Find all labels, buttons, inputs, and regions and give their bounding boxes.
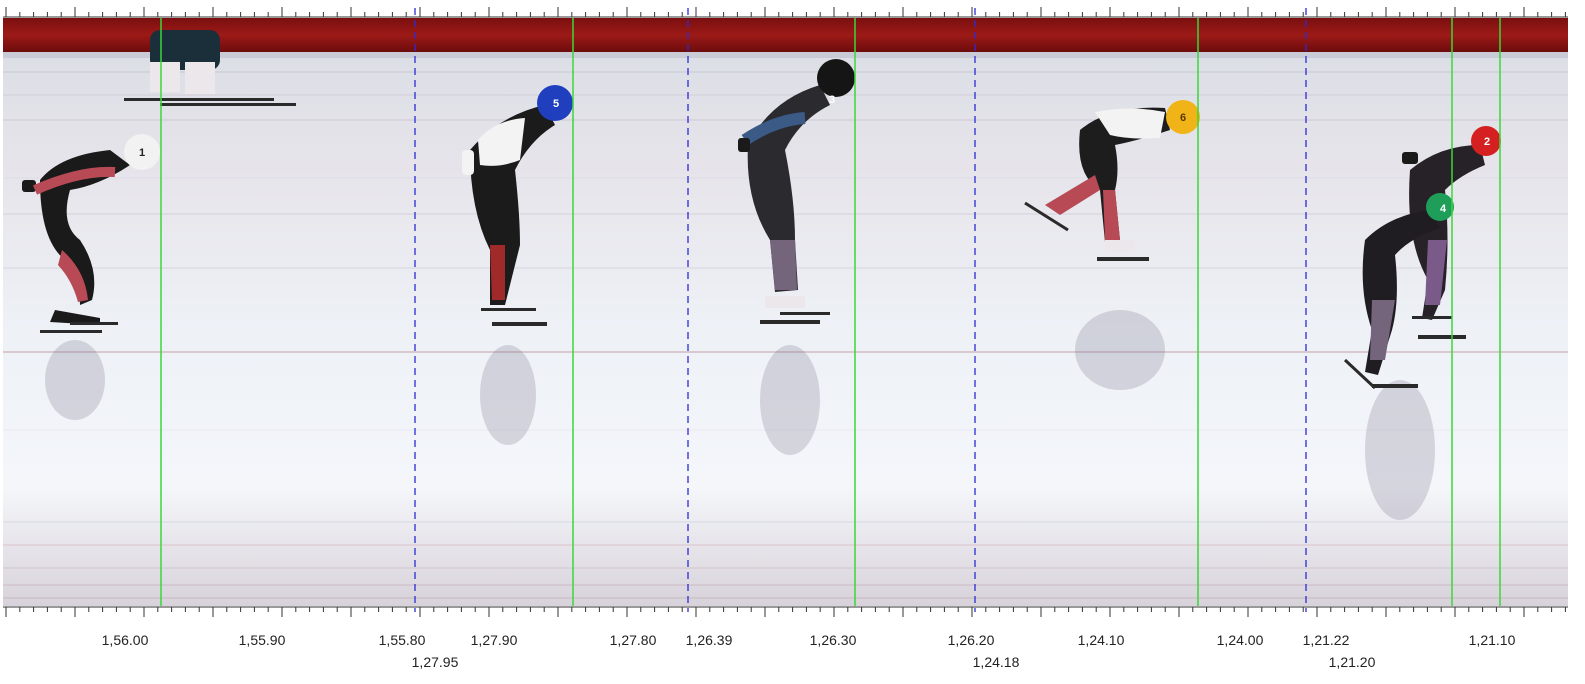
skaters: 1 5 3 (22, 59, 1501, 390)
skater-reflections (45, 310, 1435, 520)
skater-2-number: 2 (1484, 136, 1490, 148)
top-ruler (3, 7, 1568, 18)
time-label: 1,27.80 (610, 632, 657, 648)
skater-4-helmet (1426, 193, 1454, 221)
skater-4: 4 (1343, 193, 1454, 390)
time-label: 1,26.39 (686, 632, 733, 648)
segment-start-label: 1,21.20 (1329, 654, 1376, 670)
time-label: 1,55.90 (239, 632, 286, 648)
background-skater (124, 30, 296, 106)
skater-3: 3 (738, 59, 855, 324)
skater-4-number: 4 (1440, 203, 1447, 215)
time-label: 1,56.00 (102, 632, 149, 648)
time-label: 1,55.80 (379, 632, 426, 648)
skater-5-helmet (537, 85, 573, 121)
time-label: 1,24.00 (1217, 632, 1264, 648)
bottom-ruler (3, 606, 1568, 617)
skater-6-helmet (1166, 100, 1200, 134)
skater-6: 6 (1024, 100, 1200, 261)
skater-2-helmet (1471, 126, 1501, 156)
segment-start-label: 1,24.18 (973, 654, 1020, 670)
finish-lines (160, 18, 1501, 606)
skater-1-number: 1 (139, 147, 145, 159)
time-label: 1,26.20 (948, 632, 995, 648)
rink-board-edge (3, 52, 1568, 58)
skater-3-number: 3 (829, 94, 835, 106)
timeline-labels: 1,56.00 1,55.90 1,55.80 1,27.90 1,27.80 … (102, 632, 1516, 670)
time-label: 1,24.10 (1078, 632, 1125, 648)
time-label: 1,26.30 (810, 632, 857, 648)
skater-6-number: 6 (1180, 112, 1186, 124)
skater-1: 1 (22, 134, 160, 333)
skater-2: 2 (1402, 126, 1501, 339)
time-label: 1,21.22 (1303, 632, 1350, 648)
skater-1-helmet (124, 134, 160, 170)
segment-divider-lines (414, 8, 1307, 612)
skater-5: 5 (462, 85, 573, 326)
segment-start-label: 1,27.95 (412, 654, 459, 670)
skater-3-helmet (817, 59, 855, 97)
time-label: 1,27.90 (471, 632, 518, 648)
rink-padding-band (3, 18, 1568, 52)
time-label: 1,21.10 (1469, 632, 1516, 648)
skater-5-number: 5 (553, 98, 559, 110)
